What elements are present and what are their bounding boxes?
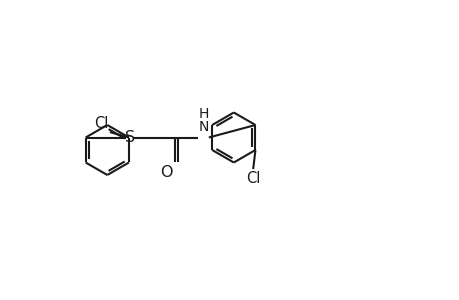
Text: H
N: H N: [198, 107, 208, 134]
Text: S: S: [124, 130, 134, 145]
Text: Cl: Cl: [246, 171, 260, 186]
Text: Cl: Cl: [94, 116, 108, 131]
Text: O: O: [160, 165, 172, 180]
